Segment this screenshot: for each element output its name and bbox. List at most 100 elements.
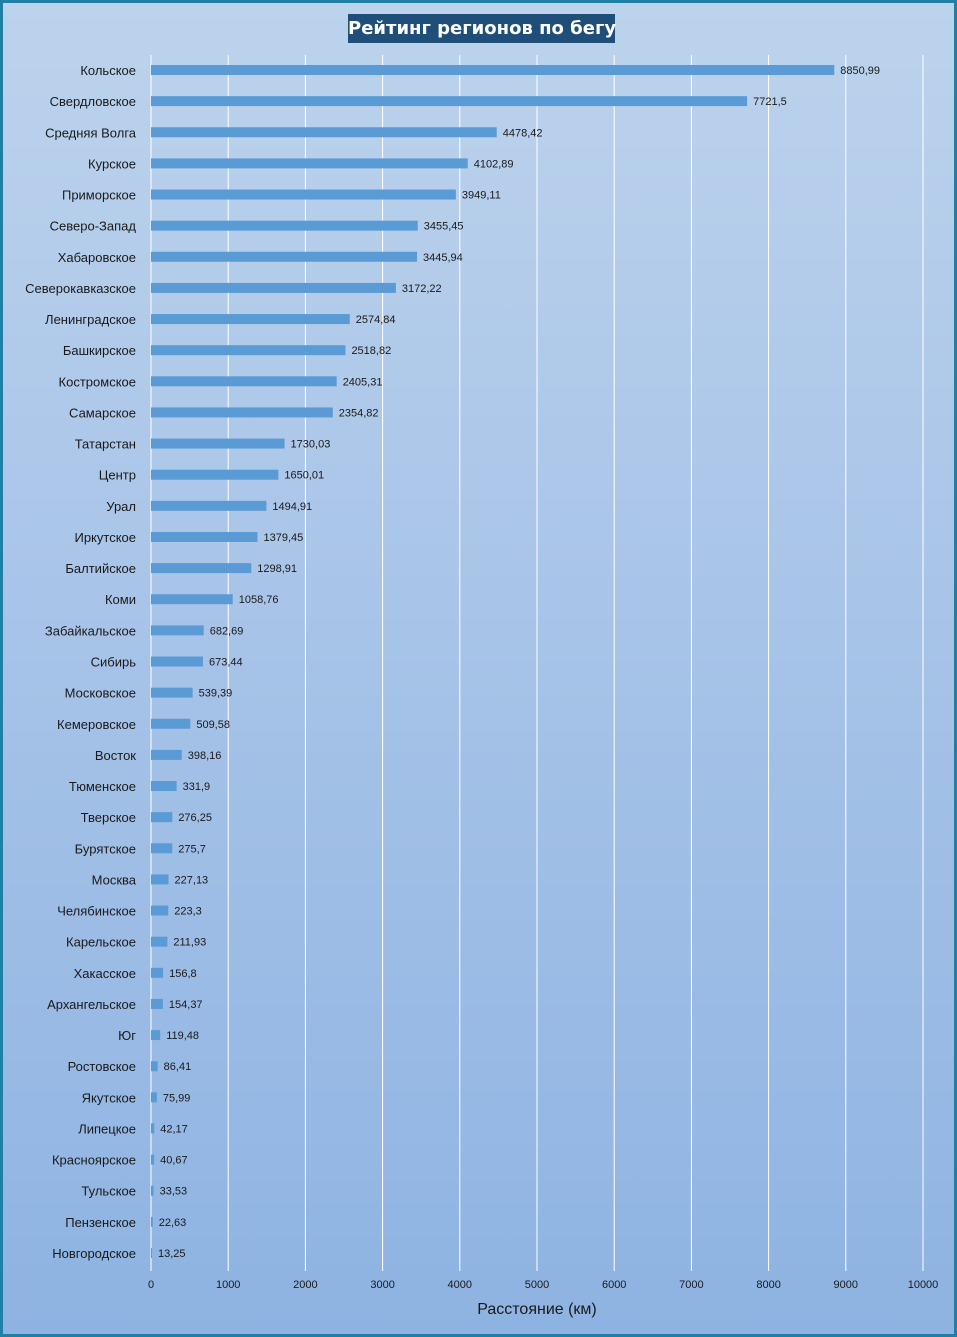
data-label: 1650,01 <box>284 470 324 482</box>
category-label: Липецкое <box>78 1121 136 1136</box>
data-label: 331,9 <box>183 781 211 793</box>
category-label: Хабаровское <box>58 250 136 265</box>
x-tick-label: 7000 <box>679 1279 703 1291</box>
bar <box>151 967 164 978</box>
category-label: Ленинградское <box>45 312 136 327</box>
bar <box>151 874 169 885</box>
category-label: Челябинское <box>57 904 136 919</box>
data-label: 275,7 <box>178 843 206 855</box>
category-label: Юг <box>118 1028 136 1043</box>
data-label: 3949,11 <box>462 190 501 202</box>
data-label: 4478,42 <box>503 127 543 139</box>
category-label: Тюменское <box>69 779 136 794</box>
category-label: Якутское <box>82 1090 136 1105</box>
data-label: 4102,89 <box>474 158 514 170</box>
bar <box>151 998 163 1009</box>
x-tick-label: 2000 <box>293 1279 317 1291</box>
category-label: Новгородское <box>52 1246 136 1261</box>
bar <box>151 345 346 356</box>
bar <box>151 469 279 480</box>
bar-chart: 0 1000 2000 3000 4000 5000 6000 7000 8000 9000 100… <box>25 55 938 1318</box>
data-label: 3455,45 <box>424 221 464 233</box>
category-label: Татарстан <box>75 437 136 452</box>
bar <box>151 438 285 449</box>
category-label: Кемеровское <box>57 717 136 732</box>
bar <box>151 407 333 418</box>
bar <box>151 936 168 947</box>
category-label: Архангельское <box>47 997 136 1012</box>
category-label: Иркутское <box>74 530 136 545</box>
category-label: Забайкальское <box>45 623 136 638</box>
data-label: 154,37 <box>169 999 203 1011</box>
data-label: 211,93 <box>173 937 206 949</box>
data-label: 2354,82 <box>339 407 379 419</box>
bar <box>151 812 173 823</box>
category-label: Костромское <box>59 374 136 389</box>
data-label: 1494,91 <box>272 501 312 513</box>
data-label: 1379,45 <box>263 532 303 544</box>
bar <box>151 843 173 854</box>
data-label: 509,58 <box>196 719 230 731</box>
x-tick-label: 8000 <box>756 1279 780 1291</box>
bar <box>151 1092 157 1103</box>
data-label: 276,25 <box>178 812 212 824</box>
x-tick-label: 0 <box>148 1279 154 1291</box>
chart-title: Рейтинг регионов по бегу <box>348 14 616 43</box>
category-label: Самарское <box>69 405 136 420</box>
category-label: Средняя Волга <box>45 125 137 140</box>
bar <box>151 500 267 511</box>
data-label: 3172,22 <box>402 283 442 295</box>
category-label: Красноярское <box>52 1153 136 1168</box>
bar <box>151 625 204 636</box>
bar <box>151 1216 153 1227</box>
data-label: 75,99 <box>163 1092 191 1104</box>
category-label: Сибирь <box>91 655 137 670</box>
bar <box>151 594 233 605</box>
bar <box>151 718 191 729</box>
x-tick-label: 4000 <box>448 1279 472 1291</box>
data-label: 8850,99 <box>840 65 880 77</box>
data-label: 539,39 <box>199 688 233 700</box>
data-label: 1730,03 <box>291 439 331 451</box>
data-label: 40,67 <box>160 1155 188 1167</box>
bar <box>151 905 169 916</box>
data-label: 223,3 <box>174 906 202 918</box>
category-label: Приморское <box>62 188 136 203</box>
category-label: Северо-Запад <box>50 219 137 234</box>
bar <box>151 158 468 169</box>
bar <box>151 96 748 107</box>
category-label: Кольское <box>80 63 136 78</box>
category-label: Балтийское <box>65 561 136 576</box>
bar <box>151 189 456 200</box>
category-label: Коми <box>105 592 136 607</box>
bar <box>151 781 177 792</box>
bar <box>151 127 497 138</box>
category-label: Пензенское <box>65 1215 136 1230</box>
bar <box>151 376 337 387</box>
bar <box>151 220 418 231</box>
category-label: Тульское <box>81 1184 136 1199</box>
data-label: 398,16 <box>188 750 222 762</box>
bar <box>151 1248 153 1258</box>
data-label: 86,41 <box>164 1061 192 1073</box>
category-label: Карельское <box>66 935 136 950</box>
bar <box>151 1185 154 1196</box>
bar <box>151 1030 161 1041</box>
data-label: 673,44 <box>209 657 243 669</box>
bar <box>151 531 258 542</box>
x-tick-label: 1000 <box>216 1279 240 1291</box>
category-label: Бурятское <box>75 841 136 856</box>
x-axis-title: Расстояние (км) <box>477 1301 597 1318</box>
category-label: Восток <box>95 748 136 763</box>
category-label: Ростовское <box>68 1059 136 1074</box>
bar <box>151 1123 155 1134</box>
category-label: Свердловское <box>50 94 136 109</box>
data-label: 119,48 <box>166 1030 199 1042</box>
data-label: 3445,94 <box>423 252 463 264</box>
x-tick-label: 6000 <box>602 1279 626 1291</box>
category-label: Тверское <box>81 810 136 825</box>
category-label: Центр <box>99 468 136 483</box>
data-label: 1298,91 <box>257 563 297 575</box>
bar <box>151 656 203 667</box>
